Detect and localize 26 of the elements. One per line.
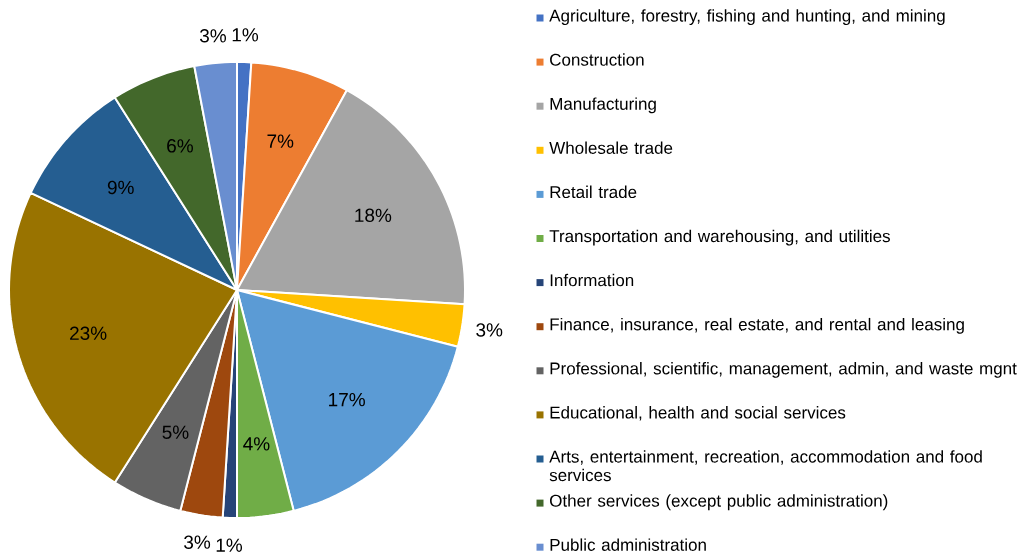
legend-label: Manufacturing xyxy=(550,97,656,114)
legend-label: Retail trade xyxy=(550,185,637,199)
legend-label: Professional, scientific, management, admin, and waste mgnt xyxy=(550,362,1017,378)
data-label: 17% xyxy=(329,392,365,407)
legend-label: Wholesale trade xyxy=(549,141,673,154)
data-label: 3% xyxy=(476,323,503,337)
data-label: 1% xyxy=(232,28,259,42)
legend-label: Arts, entertainment, recreation, accommodation and food services xyxy=(549,450,982,482)
legend-label: Information xyxy=(550,273,634,287)
legend-label: Agriculture, forestry, fishing and hunting, and mining xyxy=(549,9,945,26)
legend-label: Construction xyxy=(550,53,644,66)
data-label: 5% xyxy=(162,425,189,439)
data-label: 23% xyxy=(70,326,107,340)
data-label: 4% xyxy=(243,437,270,451)
data-label: 3% xyxy=(199,29,227,43)
data-label: 7% xyxy=(267,134,294,148)
data-label: 6% xyxy=(167,139,193,153)
data-label: 3% xyxy=(184,535,211,549)
data-label: 18% xyxy=(355,208,392,223)
legend-label: Finance, insurance, real estate, and rental and leasing xyxy=(550,317,964,334)
data-label: 9% xyxy=(107,180,134,195)
legend-label: Educational, health and social services xyxy=(550,406,846,421)
legend-label: Public administration xyxy=(550,538,706,551)
data-label: 1% xyxy=(216,538,243,552)
legend-label: Other services (except public administration) xyxy=(550,494,888,511)
legend-label: Transportation and warehousing, and utilities xyxy=(549,229,890,246)
